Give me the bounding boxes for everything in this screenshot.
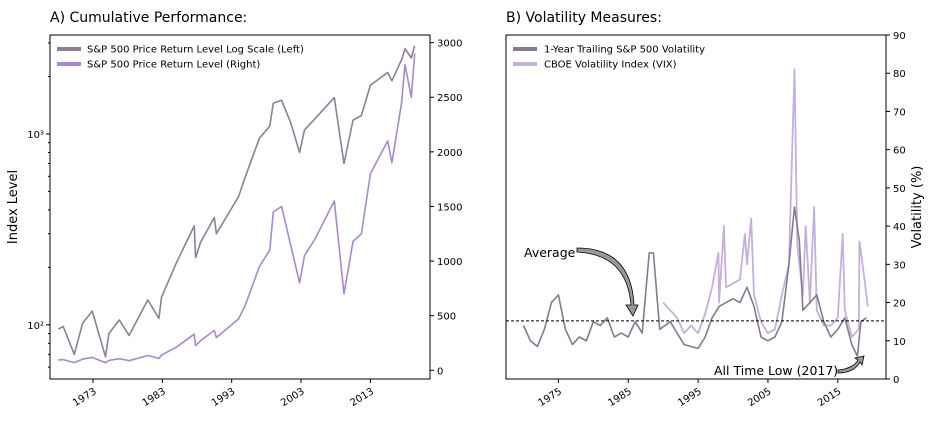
panel-b-ytick-label: 20 <box>893 299 906 310</box>
panel-a-xtick-label: 2003 <box>279 386 306 409</box>
panel-b-ytick-label: 0 <box>893 375 899 386</box>
panel-a-right-tick-label: 2500 <box>437 93 462 104</box>
panel-b-ylabel: Volatility (%) <box>910 166 925 249</box>
series-log-scale-line <box>57 45 416 358</box>
panel-b-ytick-label: 40 <box>893 222 906 233</box>
panel-a-right-tick-label: 2000 <box>437 148 462 159</box>
panel-b-title: B) Volatility Measures: <box>506 10 662 26</box>
panel-a-xtick-label: 1993 <box>210 386 237 409</box>
panel-b-xtick-label: 1975 <box>537 386 564 409</box>
series-vix-line <box>662 68 869 338</box>
panel-b-ytick-label: 70 <box>893 107 906 118</box>
annotation-average-arrow <box>576 247 639 317</box>
panel-b-ytick-label: 30 <box>893 260 906 271</box>
panel-b-xtick-label: 2015 <box>816 386 843 409</box>
panel-a-xtick-label: 2013 <box>349 386 376 409</box>
panel-a-xtick-label: 1973 <box>71 386 98 409</box>
panel-b-legend-label: 1-Year Trailing S&P 500 Volatility <box>544 45 705 56</box>
panel-b-ytick-label: 60 <box>893 146 906 157</box>
panel-b-ytick-label: 90 <box>893 31 906 42</box>
panel-a-ytick-label: 10² <box>27 321 44 332</box>
panel-a-right-tick-label: 3000 <box>437 39 462 50</box>
panel-b-ytick-label: 10 <box>893 337 906 348</box>
panel-a-ylabel: Index Level <box>6 170 21 244</box>
panel-a-right-tick-label: 1500 <box>437 202 462 213</box>
panel-a-right-tick-label: 500 <box>437 312 456 323</box>
panel-a-right-tick-label: 1000 <box>437 257 462 268</box>
series-trailing-volatility-line <box>522 206 867 357</box>
panel-a-ytick-label: 10³ <box>27 130 44 141</box>
panel-b-xtick-label: 2005 <box>746 386 773 409</box>
panel-a-right-tick-label: 0 <box>437 366 443 377</box>
panel-b-frame <box>505 34 887 380</box>
panel-a-xtick-label: 1983 <box>141 386 168 409</box>
panel-b-legend-label: CBOE Volatility Index (VIX) <box>544 60 677 71</box>
panel-a-frame <box>49 34 431 380</box>
panel-a-legend-label: S&P 500 Price Return Level Log Scale (Le… <box>87 45 304 56</box>
annotation-average: Average <box>524 245 576 260</box>
panel-b-ytick-label: 80 <box>893 69 906 80</box>
series-price-level-line <box>58 53 416 364</box>
panel-a-title: A) Cumulative Performance: <box>50 10 247 26</box>
panel-b-xtick-label: 1985 <box>606 386 633 409</box>
panel-b-xtick-label: 1995 <box>676 386 703 409</box>
panel-b-ytick-label: 50 <box>893 184 906 195</box>
panel-a-legend-label: S&P 500 Price Return Level (Right) <box>87 60 260 71</box>
annotation-low-arrow <box>837 355 865 374</box>
annotation-all-time-low: All Time Low (2017) <box>714 363 838 378</box>
